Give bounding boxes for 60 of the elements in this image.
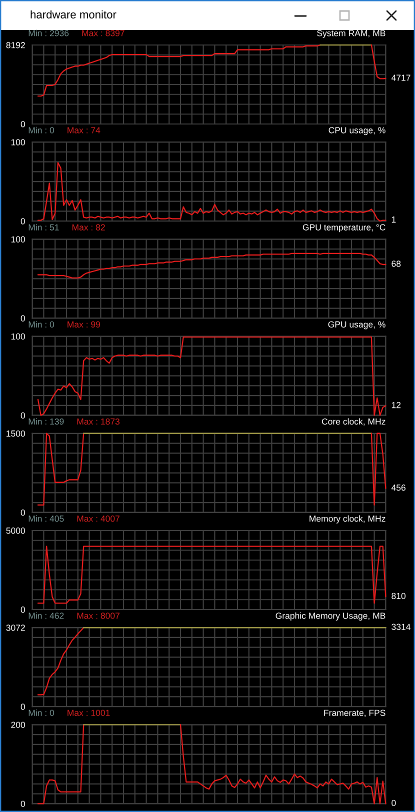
text: 456 xyxy=(391,484,406,491)
y-tick-label: 0 xyxy=(20,315,26,322)
y-tick-label: 0 xyxy=(20,606,26,613)
text: Min : 51 xyxy=(28,224,59,230)
text: Min : 139 xyxy=(28,418,64,425)
text: 68 xyxy=(392,260,401,267)
line-series xyxy=(37,252,386,278)
chart-title: hardware monitor xyxy=(30,10,116,18)
line-series xyxy=(37,162,386,222)
y-tick-label: 0 xyxy=(20,704,26,710)
line-series xyxy=(37,432,84,506)
text: Max : 8007 xyxy=(77,612,120,619)
y-tick-label: 0 xyxy=(20,218,26,224)
text: Min : 405 xyxy=(28,515,64,522)
chart-title: GPU temperature, °C xyxy=(302,224,386,232)
text: Min : 0 xyxy=(28,126,54,134)
chart-title: GPU usage, % xyxy=(328,321,386,330)
text: Max : 74 xyxy=(68,127,100,134)
text: Max : 82 xyxy=(72,224,105,230)
line-series xyxy=(37,627,84,696)
text: Max : 8397 xyxy=(82,30,124,36)
text: 4717 xyxy=(391,74,410,81)
text: 3314 xyxy=(392,624,410,630)
y-tick-label: 100 xyxy=(11,333,26,340)
text: Max : 1873 xyxy=(77,418,120,425)
line-series xyxy=(370,44,386,80)
text: Max : 4007 xyxy=(77,516,120,522)
chart-title: Framerate, FPS xyxy=(324,710,386,717)
line-series xyxy=(370,432,386,506)
chart-title: Graphic Memory Usage, MB xyxy=(276,612,386,621)
y-tick-label: 0 xyxy=(20,412,26,419)
line-series xyxy=(37,44,321,97)
text: Min : 462 xyxy=(28,612,64,619)
y-tick-label: 200 xyxy=(11,722,26,728)
line-series xyxy=(37,546,386,604)
text: Min : 2936 xyxy=(28,30,69,36)
text: 12 xyxy=(392,402,401,408)
y-tick-label: 8192 xyxy=(6,42,25,48)
text: Min : 0 xyxy=(28,710,54,716)
text: 1 xyxy=(392,216,396,223)
y-tick-label: 5000 xyxy=(6,528,26,534)
y-tick-label: 0 xyxy=(20,509,26,516)
y-tick-label: 100 xyxy=(11,139,26,146)
line-series xyxy=(37,724,84,804)
y-tick-label: 1500 xyxy=(6,430,26,437)
chart-subtitle: System RAM, MB xyxy=(317,30,386,38)
text: Max : 1001 xyxy=(68,710,110,716)
y-tick-label: 0 xyxy=(20,121,26,128)
chart-title: Core clock, MHz xyxy=(322,418,386,426)
text: 0 xyxy=(392,800,396,806)
text: Min : 0 xyxy=(28,321,54,328)
chart-title: Memory clock, MHz xyxy=(310,515,386,524)
y-tick-label: 100 xyxy=(11,236,26,242)
y-tick-label: 0 xyxy=(20,800,26,807)
chart-title: CPU usage, % xyxy=(328,127,386,136)
text: Max : 99 xyxy=(68,321,100,328)
text: 810 xyxy=(392,592,406,600)
line-series xyxy=(37,336,386,416)
line-series xyxy=(180,724,386,804)
y-tick-label: 3072 xyxy=(6,624,25,631)
